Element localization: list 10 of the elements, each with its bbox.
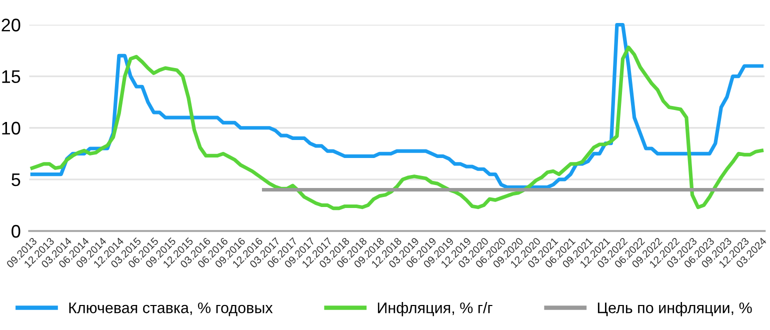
y-tick-label: 10 <box>2 122 20 135</box>
y-tick-label: 15 <box>2 70 20 84</box>
legend-label: Ключевая ставка, % годовых <box>69 302 273 316</box>
y-tick-label: 5 <box>12 174 20 186</box>
line-series <box>30 22 764 189</box>
legend-label: Цель по инфляции, % <box>598 302 752 316</box>
y-tick-label: 20 <box>2 18 20 32</box>
legend-label: Инфляция, % г/г <box>378 302 492 316</box>
line-series <box>30 46 764 210</box>
y-tick-label: 0 <box>12 224 20 238</box>
